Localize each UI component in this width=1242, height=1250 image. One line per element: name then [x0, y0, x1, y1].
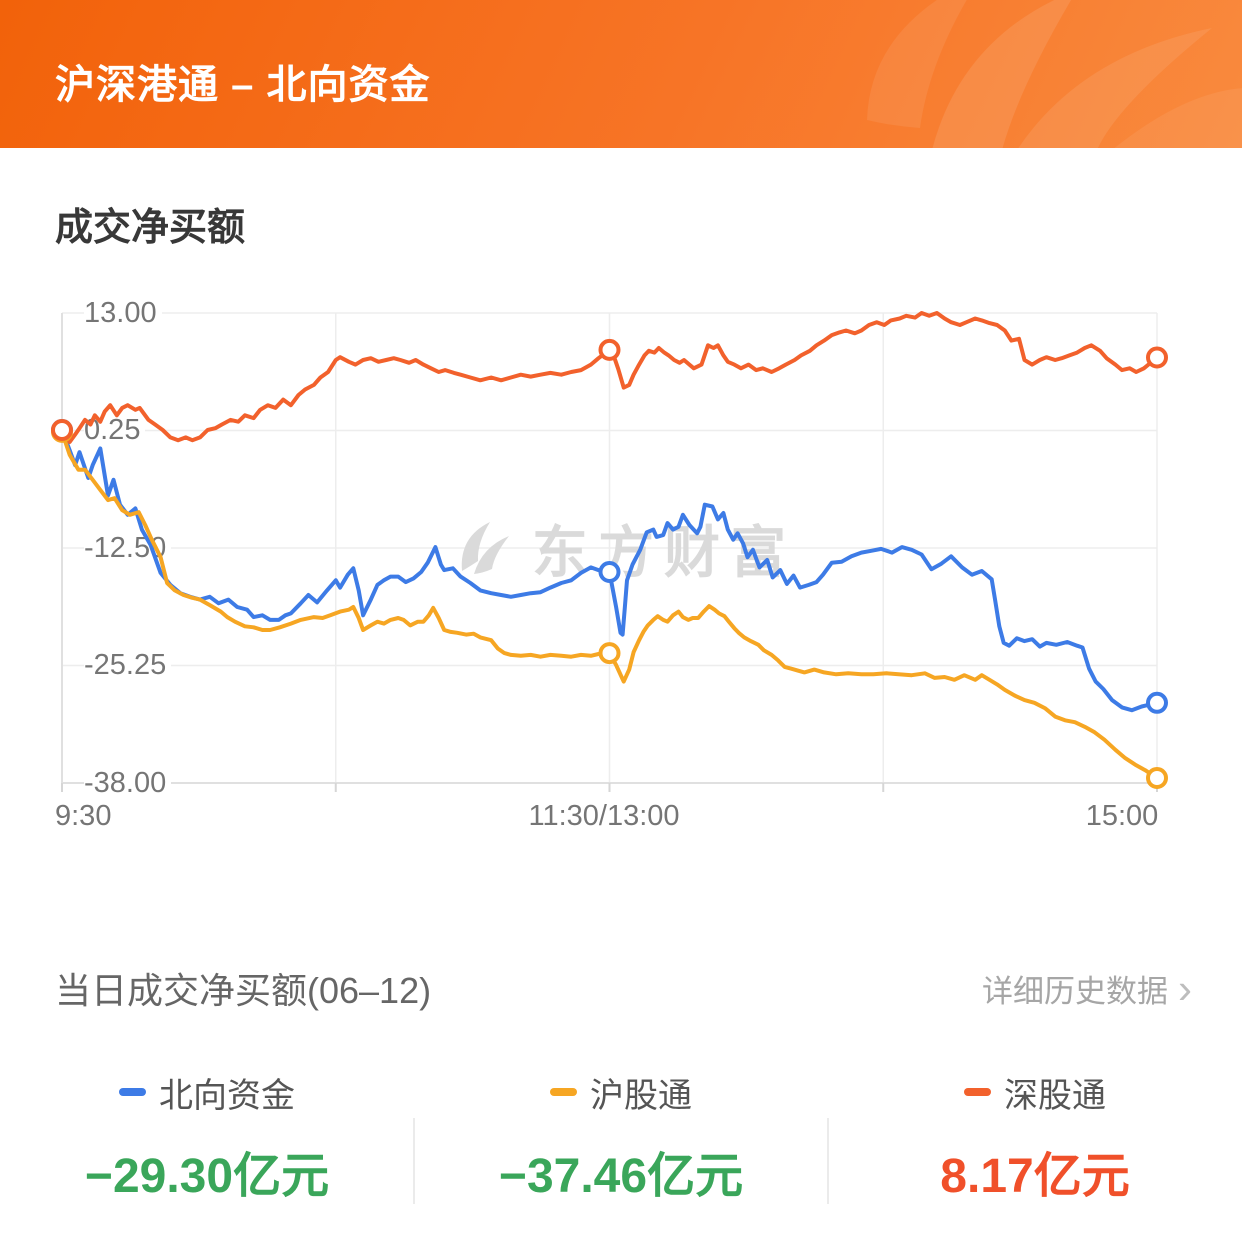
- net-buy-line-chart[interactable]: [0, 0, 1242, 860]
- history-link[interactable]: 详细历史数据 ›: [982, 966, 1192, 1011]
- history-link-label: 详细历史数据: [982, 974, 1168, 1009]
- eastmoney-logo-icon: [461, 521, 509, 574]
- watermark-text: 东方财富: [532, 521, 796, 584]
- legend-label: 深股通: [1004, 1076, 1106, 1115]
- legend-divider: [413, 1118, 415, 1204]
- legend-row: 北向资金 −29.30亿元 沪股通 −37.46亿元 深股通 8.17亿元: [0, 1070, 1242, 1206]
- summary-title: 当日成交净买额(06–12): [55, 970, 432, 1011]
- legend-item-shanghai-connect: 沪股通 −37.46亿元: [414, 1070, 828, 1206]
- legend-value: 8.17亿元: [940, 1150, 1130, 1203]
- page-title: 沪深港通 – 北向资金: [55, 63, 431, 107]
- y-axis-label: -38.00: [84, 766, 172, 800]
- x-axis-label: 9:30: [55, 800, 112, 832]
- y-axis-label: 13.00: [84, 296, 162, 330]
- legend-label: 沪股通: [590, 1076, 692, 1115]
- legend-item-northbound: 北向资金 −29.30亿元: [0, 1070, 414, 1206]
- x-axis-label: 11:30/13:00: [528, 800, 680, 832]
- app-header: 沪深港通 – 北向资金: [0, 0, 1242, 148]
- swirl-decoration-icon: [867, 0, 1242, 148]
- series-dash-icon: [964, 1088, 991, 1096]
- legend-value: −37.46亿元: [498, 1150, 744, 1203]
- y-axis-label: -25.25: [84, 648, 172, 682]
- legend-label: 北向资金: [159, 1076, 295, 1115]
- x-axis-label: 15:00: [1085, 800, 1159, 832]
- chevron-right-icon: ›: [1178, 965, 1192, 1012]
- legend-divider: [827, 1118, 829, 1204]
- legend-value: −29.30亿元: [84, 1150, 330, 1203]
- legend-item-shenzhen-connect: 深股通 8.17亿元: [828, 1070, 1242, 1206]
- watermark: 东方财富: [452, 508, 796, 589]
- chart-section-title: 成交净买额: [55, 207, 246, 249]
- series-dash-icon: [119, 1088, 146, 1096]
- series-dash-icon: [550, 1088, 577, 1096]
